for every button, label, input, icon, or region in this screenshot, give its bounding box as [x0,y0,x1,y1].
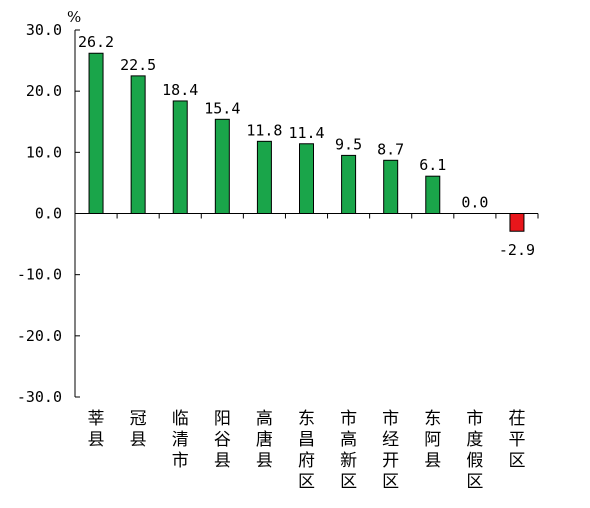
category-label: 东阿县 [424,409,441,471]
bar [341,154,357,214]
category-label: 东昌府区 [298,409,315,492]
data-label: 9.5 [335,135,362,153]
data-label: 6.1 [419,156,446,174]
category-label: 莘县 [88,409,105,450]
y-tick-label: 10.0 [26,143,62,161]
bar [214,118,230,214]
category-label: 高唐县 [256,409,273,471]
bar [88,52,104,214]
data-label: 8.7 [377,140,404,158]
bar [172,100,188,214]
data-label: 11.8 [246,121,282,139]
data-label: 11.4 [288,124,324,142]
category-label: 临清市 [172,409,189,471]
y-tick-label: 20.0 [26,82,62,100]
category-label: 市经开区 [382,409,399,492]
data-label: 22.5 [120,56,156,74]
data-label: 15.4 [204,99,240,117]
unit-label: % [67,8,81,26]
labels: 30.0 20.0 10.0 0.0 -10.0 -20.0 -30.0 26.2 莘县 22.5… [17,21,535,492]
y-tick-label: 0.0 [35,205,62,223]
category-label: 茌平区 [508,409,525,471]
y-tick-label: -30.0 [17,388,62,406]
bar [509,213,525,232]
y-tick-label: 30.0 [26,21,62,39]
data-label: 0.0 [461,194,488,212]
bar [130,75,146,214]
y-tick-label: -20.0 [17,327,62,345]
bar [425,175,441,215]
y-tick-label: -10.0 [17,266,62,284]
bar [299,143,314,215]
bars [88,52,525,232]
category-label: 冠县 [130,409,147,450]
data-label: 18.4 [162,81,198,99]
category-label: 市度假区 [466,409,483,492]
data-label: -2.9 [499,241,535,259]
bar [383,159,399,215]
data-label: 26.2 [78,33,114,51]
category-label: 阳谷县 [214,409,231,471]
axes [74,29,539,398]
bar [256,140,272,214]
category-label: 市高新区 [340,409,357,492]
